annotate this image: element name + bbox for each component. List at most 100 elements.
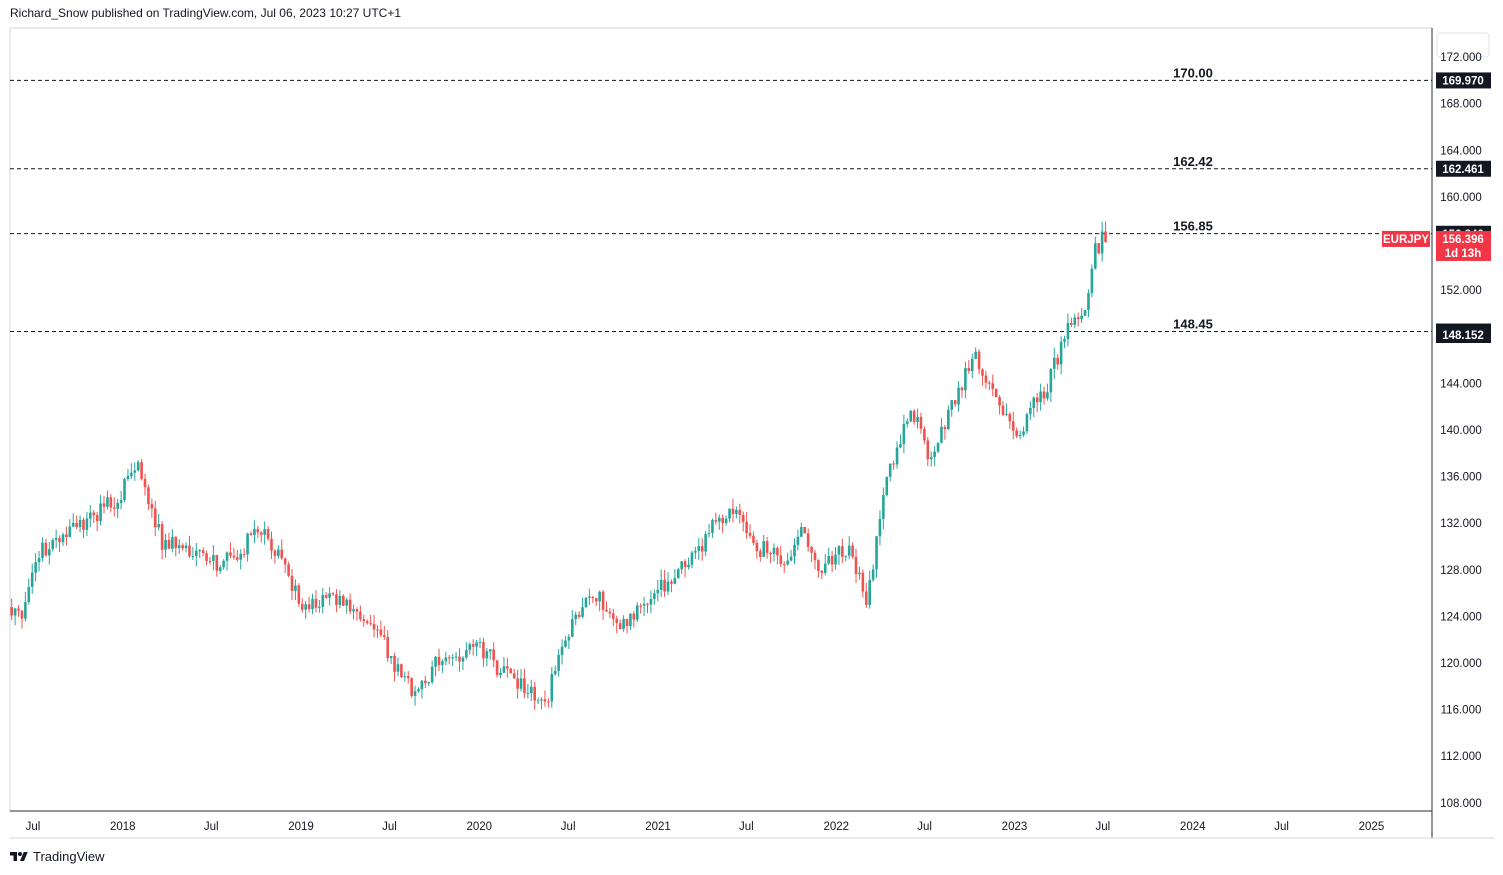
candle-body [700,546,704,552]
candle-body [290,575,294,591]
price-tick-label: 116.000 [1441,705,1482,717]
candle-body [461,657,465,662]
candle-body [58,538,61,543]
candle-body [1080,315,1083,320]
candle-body [212,555,215,562]
candle-body [417,689,420,692]
candle-body [447,657,451,659]
candle-body [991,383,995,389]
candle-body [420,680,424,690]
candle-body [495,660,499,676]
candle-body [307,604,311,610]
time-tick-label: Jul [382,821,397,833]
candle-body [24,602,27,619]
candle-body [820,570,824,573]
candle-body [488,649,492,652]
candle-body [116,502,119,509]
candle-body [533,686,537,701]
candle-body [130,472,133,476]
candle-body [817,560,820,571]
candle-body [1076,317,1080,320]
candle-body [112,507,116,509]
candle-body [1032,397,1036,408]
candle-body [731,508,735,514]
candle-body [10,607,14,616]
candle-body [198,550,202,552]
candle-body [858,572,861,575]
candle-body [940,426,943,443]
candle-body [181,545,184,549]
candle-body [926,440,930,460]
candle-body [502,666,506,673]
candle-body [424,680,427,684]
candle-body [51,539,55,550]
tradingview-logo[interactable]: TradingView [10,849,105,864]
scale-settings-button[interactable] [1436,32,1490,58]
horizontal-levels: 170.00 162.42 156.85 148.45 [10,65,1432,333]
candle-body [594,598,598,602]
candle-body [259,532,263,535]
candle-body [1094,243,1097,269]
candle-body [871,569,875,580]
candle-body [950,400,954,410]
time-tick-label: Jul [26,821,41,833]
candle-body [721,517,725,523]
candle-body [400,664,403,678]
candle-body [17,608,20,611]
candle-body [1073,317,1077,325]
candle-body [215,555,219,571]
plot-area[interactable] [10,28,1432,811]
symbol-label: EURJPY [1383,234,1429,246]
time-tick-label: Jul [1274,821,1289,833]
candle-body [191,556,195,558]
candle-body [577,614,581,617]
candle-body [48,549,51,556]
time-tick-label: 2022 [823,821,849,833]
candle-body [622,618,625,630]
candle-body [1029,407,1032,415]
candle-body [929,457,933,460]
candle-body [536,700,540,702]
candle-body [916,416,919,423]
candle-body [598,591,601,602]
candle-body [376,629,379,631]
candle-body [765,541,769,553]
candle-body [242,553,246,555]
candle-body [642,603,646,606]
candle-body [311,598,314,610]
price-tick-label: 168.000 [1440,99,1482,111]
candle-body [670,581,673,584]
candle-body [338,595,342,606]
candle-body [755,542,759,552]
candle-body [133,470,137,473]
last-price-value: 156.396 [1442,234,1484,246]
candle-body [823,563,827,573]
candle-body [745,521,748,533]
candle-body [225,552,229,561]
candle-body [707,533,711,535]
candle-body [574,614,578,620]
time-tick-label: Jul [917,821,932,833]
candle-body [321,595,325,607]
candle-body [119,500,123,503]
candle-body [75,522,78,528]
candle-body [752,535,755,543]
candle-body [827,555,830,564]
time-tick-label: 2025 [1359,821,1385,833]
candle-body [779,555,783,565]
candle-body [102,503,106,507]
candle-body [728,508,731,519]
candle-body [690,552,694,565]
candle-body [947,409,950,430]
candle-body [492,649,495,661]
candle-body [923,428,926,441]
price-tag-bg [1436,327,1491,344]
candle-body [434,656,437,667]
candle-body [85,518,89,530]
candle-body [933,451,936,458]
candle-body [458,656,461,662]
candle-body [365,621,369,624]
candle-body [984,375,988,383]
candle-body [157,524,160,528]
